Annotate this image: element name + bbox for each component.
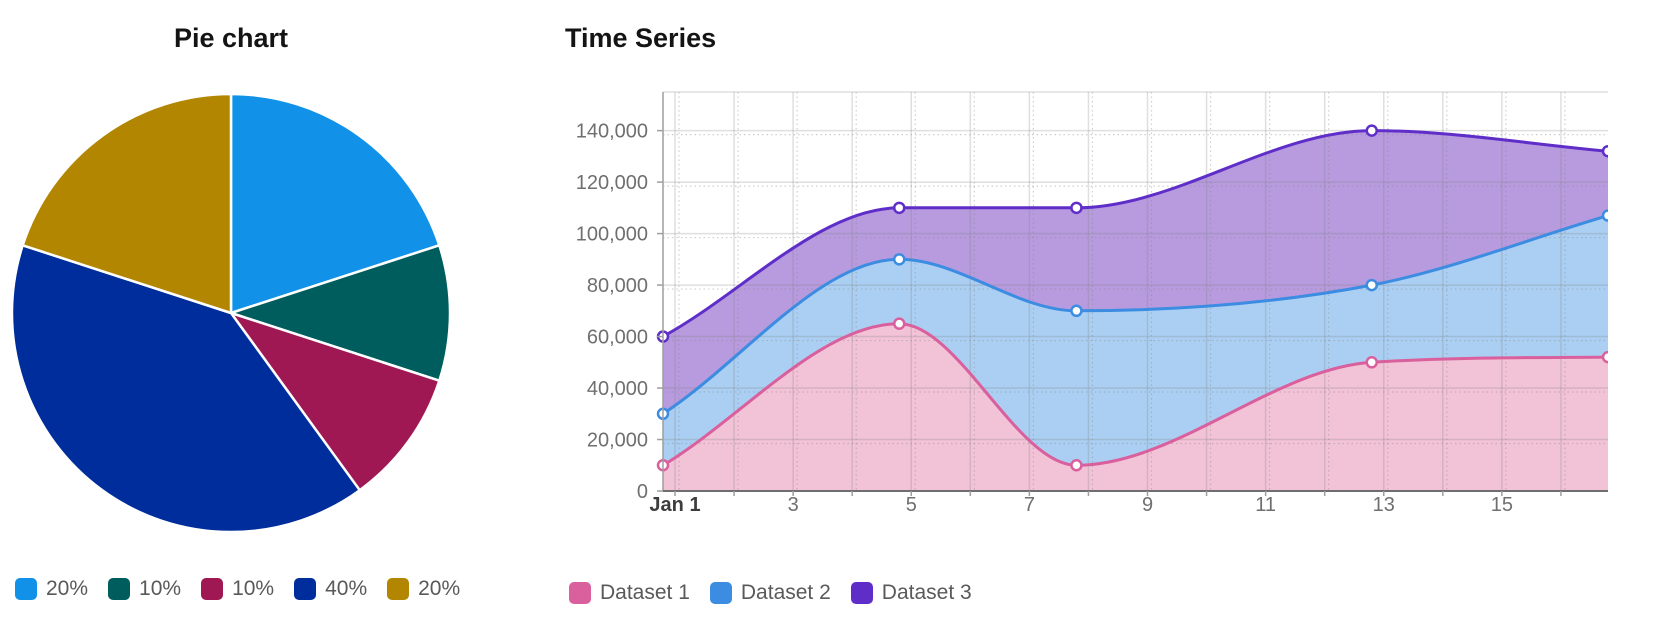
y-tick-label: 120,000 [576, 172, 648, 194]
pie-slice-5[interactable] [21, 92, 233, 315]
pie-legend-item-1[interactable]: 20% [15, 576, 88, 602]
x-tick-label: 9 [1142, 494, 1153, 516]
axes [657, 92, 1608, 496]
time-series-chart: 0 20,000 40,000 60,000 80,000 100,000 120,000 1… [576, 91, 1613, 516]
line-dataset-3 [661, 129, 1608, 338]
legend-label: Dataset 2 [740, 581, 831, 604]
pie-legend-item-4[interactable]: 40% [294, 576, 367, 602]
pie-legend-item-5[interactable]: 20% [387, 576, 460, 602]
data-point-dataset-2[interactable] [1070, 304, 1083, 318]
pie-slice-2[interactable] [229, 244, 452, 382]
legend-label: 10% [232, 577, 275, 600]
area-dataset-3 [663, 130, 1608, 414]
x-tick-label: 7 [1024, 494, 1035, 516]
legend-swatch-icon [387, 578, 410, 600]
y-tick-label: 60,000 [587, 327, 648, 349]
data-point-dataset-2[interactable] [1365, 278, 1378, 292]
x-tick-label: 5 [906, 494, 917, 516]
y-tick-label: 80,000 [587, 275, 648, 297]
legend-label: 20% [46, 577, 89, 600]
legend-label: 20% [418, 577, 461, 600]
legend-swatch-icon [294, 578, 317, 600]
data-point-dataset-1[interactable] [1365, 356, 1378, 369]
legend-swatch-icon [709, 582, 732, 604]
data-point-dataset-3[interactable] [1601, 144, 1613, 158]
y-tick-label: 140,000 [576, 121, 648, 143]
data-point-dataset-3[interactable] [1365, 124, 1378, 137]
plot-area [656, 91, 1613, 491]
legend-swatch-icon [201, 578, 224, 600]
pie-chart [10, 92, 452, 534]
legend-label: Dataset 3 [881, 581, 972, 604]
legend-swatch-icon [15, 578, 37, 600]
y-tick-label: 0 [637, 481, 648, 503]
legend-label: 10% [139, 577, 182, 600]
pie-slice-1[interactable] [229, 92, 441, 315]
x-tick-label: 13 [1373, 494, 1395, 516]
time-series-title: Time Series [565, 23, 717, 53]
data-point-dataset-2[interactable] [1601, 209, 1613, 222]
y-tick-label: 40,000 [587, 378, 648, 400]
pie-chart-title: Pie chart [173, 23, 289, 53]
legend-label: Dataset 1 [600, 581, 690, 604]
pie-legend-item-2[interactable]: 10% [108, 576, 181, 602]
pie-legend-item-3[interactable]: 10% [201, 576, 274, 602]
legend-swatch-icon [108, 578, 131, 600]
data-point-dataset-1[interactable] [893, 317, 906, 330]
time-series-legend-item-3[interactable]: Dataset 3 [850, 580, 972, 606]
x-tick-label: 15 [1491, 494, 1513, 516]
y-tick-label: 100,000 [576, 224, 648, 246]
data-point-dataset-2[interactable] [893, 253, 906, 266]
legend-label: 40% [325, 577, 368, 600]
data-point-dataset-1[interactable] [1070, 459, 1083, 472]
pie-slice-3[interactable] [229, 311, 441, 492]
legend-swatch-icon [850, 582, 873, 604]
time-series-legend-item-1[interactable]: Dataset 1 [569, 580, 690, 606]
pie-slice-4[interactable] [10, 244, 361, 534]
x-tick-label: 11 [1255, 494, 1276, 516]
area-dataset-2 [663, 215, 1608, 466]
x-tick-label: Jan 1 [649, 494, 700, 516]
time-series-legend-item-2[interactable]: Dataset 2 [709, 580, 831, 606]
data-point-dataset-1[interactable] [1601, 350, 1613, 364]
time-series-legend: Dataset 1 Dataset 2 Dataset 3 [569, 580, 972, 606]
x-tick-label: 3 [788, 494, 799, 516]
data-point-dataset-3[interactable] [893, 201, 906, 215]
legend-swatch-icon [569, 582, 591, 604]
data-point-dataset-3[interactable] [1070, 201, 1083, 215]
y-tick-label: 20,000 [587, 430, 648, 452]
pie-legend: 20% 10% 10% 40% 20% [15, 576, 460, 602]
